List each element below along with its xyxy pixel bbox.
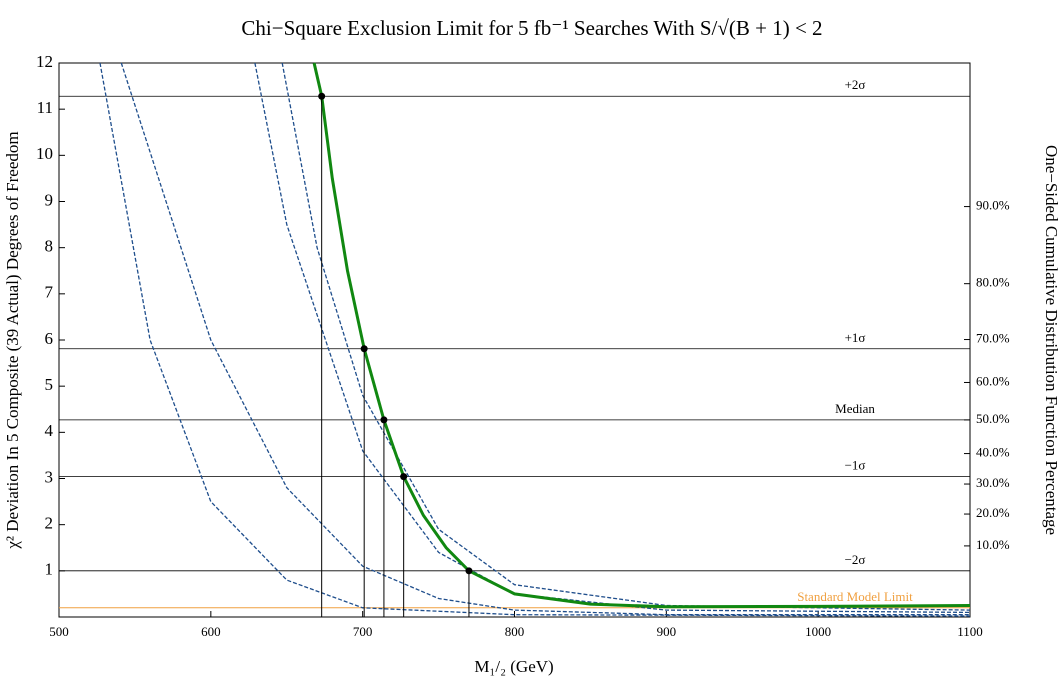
y2-axis-label: One−Sided Cumulative Distribution Functi… [1042, 145, 1061, 535]
y-tick-label: 10 [36, 144, 53, 163]
x-tick-label: 900 [657, 624, 677, 639]
dashed-curve [99, 62, 971, 617]
y2-tick-label: 30.0% [976, 475, 1010, 490]
y-tick-label: 3 [45, 467, 54, 486]
y-tick-label: 5 [45, 375, 54, 394]
y-tick-label: 7 [45, 283, 54, 302]
limit-label: Standard Model Limit [797, 589, 913, 604]
point [318, 92, 326, 100]
y-tick-label: 1 [45, 560, 54, 579]
x-tick-label: 600 [201, 624, 221, 639]
dashed-curve [120, 62, 970, 616]
limit-curve [312, 62, 971, 609]
y-tick-label: 11 [37, 98, 53, 117]
point [400, 473, 408, 481]
x-tick-label: 500 [49, 624, 69, 639]
y2-tick-label: 10.0% [976, 537, 1010, 552]
chart-title: Chi−Square Exclusion Limit for 5 fb⁻¹ Se… [241, 16, 822, 40]
y2-tick-label: 50.0% [976, 411, 1010, 426]
y2-tick-label: 60.0% [976, 373, 1010, 388]
y-tick-label: 12 [36, 52, 53, 71]
x-tick-label: 1100 [957, 624, 983, 639]
point [380, 416, 388, 424]
y2-tick-label: 80.0% [976, 275, 1010, 290]
plot-frame [58, 62, 971, 618]
x-tick-label: 800 [505, 624, 525, 639]
reference-label: −2σ [845, 552, 866, 567]
x-tick-label: 1000 [805, 624, 831, 639]
y-tick-label: 8 [45, 237, 54, 256]
reference-label: Median [835, 401, 875, 416]
point [360, 345, 368, 353]
x-tick-label: 700 [353, 624, 373, 639]
reference-label: +2σ [845, 77, 866, 92]
y-tick-label: 2 [45, 514, 54, 533]
x-axis-label: M₁/₂ (GeV) [474, 657, 553, 676]
reference-label: −1σ [845, 458, 866, 473]
dashed-curve [281, 62, 971, 611]
y2-tick-label: 40.0% [976, 445, 1010, 460]
y2-tick-label: 90.0% [976, 198, 1010, 213]
y2-tick-label: 20.0% [976, 505, 1010, 520]
y-tick-label: 6 [45, 329, 54, 348]
y-tick-label: 4 [45, 421, 54, 440]
y-axis-label: χ² Deviation In 5 Composite (39 Actual) … [3, 131, 22, 549]
point [465, 567, 473, 575]
reference-label: +1σ [845, 330, 866, 345]
y2-tick-label: 70.0% [976, 331, 1010, 346]
y-tick-label: 9 [45, 190, 54, 209]
dashed-curve [254, 62, 971, 614]
